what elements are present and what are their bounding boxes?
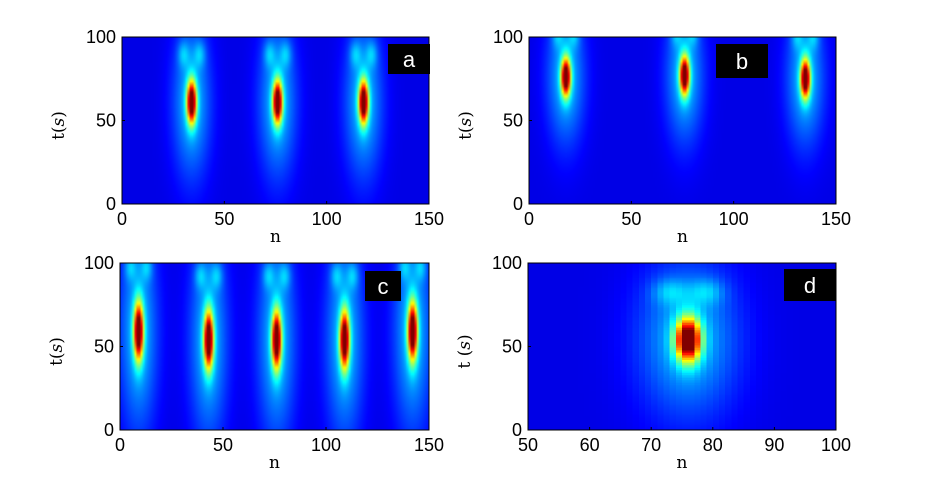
y-tick-label: 100	[84, 253, 114, 273]
panel-label: c	[378, 274, 389, 299]
x-axis-label: n	[677, 227, 688, 247]
heatmap-image	[122, 37, 429, 204]
x-tick-label: 60	[580, 435, 600, 455]
y-tick-label: 0	[512, 420, 522, 440]
y-axis-label: t(s)	[49, 111, 69, 140]
y-tick-label: 50	[503, 111, 523, 131]
panel-label: d	[804, 273, 816, 298]
x-tick-label: 50	[214, 209, 234, 229]
x-tick-label: 150	[414, 435, 444, 455]
panel-label: a	[403, 47, 416, 72]
panel-label-badge	[716, 44, 768, 78]
x-axis-label: n	[269, 453, 280, 473]
y-tick-label: 50	[502, 337, 522, 357]
x-tick-label: 0	[117, 209, 127, 229]
panel-label-badge	[365, 271, 401, 301]
y-tick-label: 0	[106, 194, 116, 214]
panel-label-badge	[784, 269, 836, 301]
x-tick-label: 100	[821, 435, 851, 455]
x-tick-label: 0	[524, 209, 534, 229]
y-axis-label: t(s)	[456, 111, 476, 140]
x-tick-label: 0	[115, 435, 125, 455]
x-tick-label: 50	[213, 435, 233, 455]
heatmap-image	[529, 37, 836, 204]
y-axis-label: t(s)	[47, 337, 67, 366]
panel-a: 0 50 100 150 0 50 100 n t(s) a	[49, 27, 444, 247]
panel-label: b	[736, 49, 748, 74]
x-tick-label: 100	[312, 209, 342, 229]
x-tick-label: 90	[764, 435, 784, 455]
y-tick-label: 50	[94, 337, 114, 357]
y-tick-label: 100	[86, 27, 116, 47]
y-tick-label: 100	[493, 27, 523, 47]
y-tick-label: 0	[513, 194, 523, 214]
x-axis-label: n	[270, 227, 281, 247]
y-axis-label: t (s)	[455, 334, 475, 368]
panel-c: 0 50 100 150 0 50 100 n t(s) c	[47, 253, 444, 473]
panel-label-badge	[388, 44, 430, 74]
x-tick-label: 150	[821, 209, 851, 229]
x-axis-label: n	[677, 453, 688, 473]
panel-b: 0 50 100 150 0 50 100 n t(s) b	[456, 27, 851, 247]
y-tick-label: 100	[492, 253, 522, 273]
x-tick-label: 100	[719, 209, 749, 229]
x-tick-label: 150	[414, 209, 444, 229]
x-tick-label: 50	[621, 209, 641, 229]
y-tick-label: 50	[96, 111, 116, 131]
x-tick-label: 100	[311, 435, 341, 455]
y-tick-label: 0	[104, 420, 114, 440]
x-tick-label: 50	[518, 435, 538, 455]
x-tick-label: 80	[703, 435, 723, 455]
x-tick-label: 70	[641, 435, 661, 455]
